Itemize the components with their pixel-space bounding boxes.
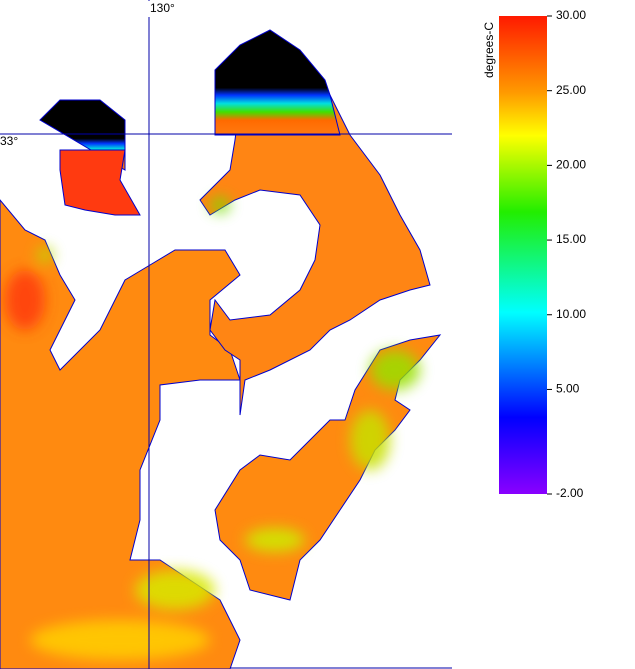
colorbar-tick-label: 10.00 <box>556 307 586 321</box>
map-area <box>0 0 452 669</box>
colorbar-tick-label: 20.00 <box>556 158 586 172</box>
colorbar-title: degrees-C <box>482 22 496 78</box>
colorbar <box>499 16 547 494</box>
temperature-patches <box>5 197 420 660</box>
latitude-label: 33° <box>0 134 18 148</box>
sea <box>214 29 341 136</box>
longitude-label: 130° <box>150 1 175 15</box>
sea <box>199 94 431 416</box>
colorbar-tick-label: 25.00 <box>556 83 586 97</box>
colorbar-tick-label: -2.00 <box>556 486 584 500</box>
label-bg <box>0 135 24 149</box>
colorbar-tick-label: 5.00 <box>556 382 580 396</box>
sea <box>59 149 141 216</box>
label-bg <box>130 1 178 17</box>
colorbar-tick-label: 15.00 <box>556 232 586 246</box>
colorbar-tick-label: 30.00 <box>556 8 586 22</box>
